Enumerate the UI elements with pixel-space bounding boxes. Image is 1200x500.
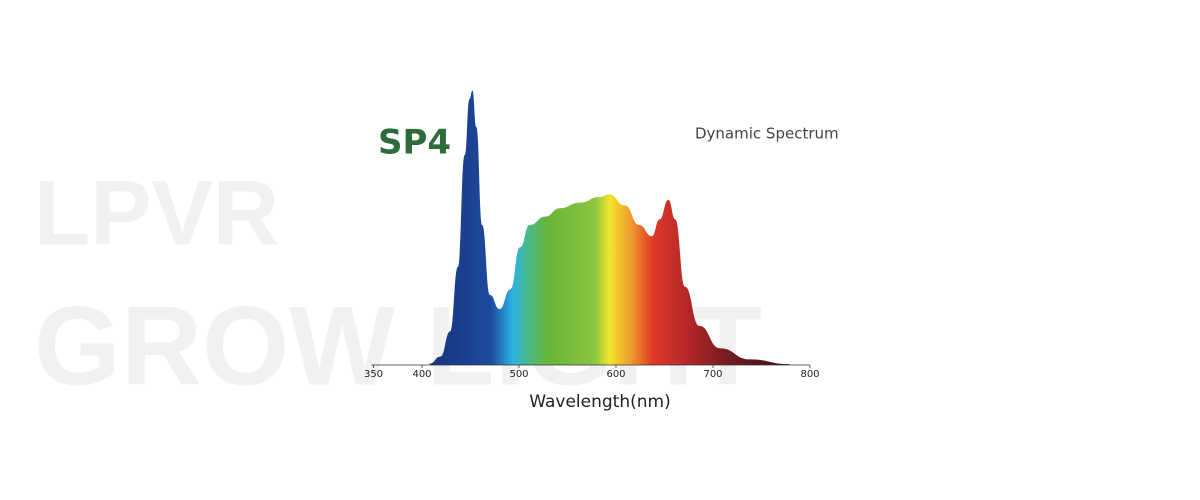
x-tick-label: 400 [412, 369, 431, 380]
x-tick-label: 800 [800, 369, 819, 380]
spectrum-area [429, 90, 790, 365]
x-tick-label: 700 [703, 369, 722, 380]
watermark: LPVR [34, 162, 279, 264]
x-axis-label: Wavelength(nm) [529, 392, 670, 412]
x-tick-label: 500 [509, 369, 528, 380]
plot: 350 400 500 600 700 800 [364, 90, 820, 380]
x-tick-label: 350 [364, 369, 383, 380]
x-tick-label: 600 [606, 369, 625, 380]
chart-subtitle: Dynamic Spectrum [695, 125, 839, 143]
chart-title: SP4 [378, 123, 451, 163]
